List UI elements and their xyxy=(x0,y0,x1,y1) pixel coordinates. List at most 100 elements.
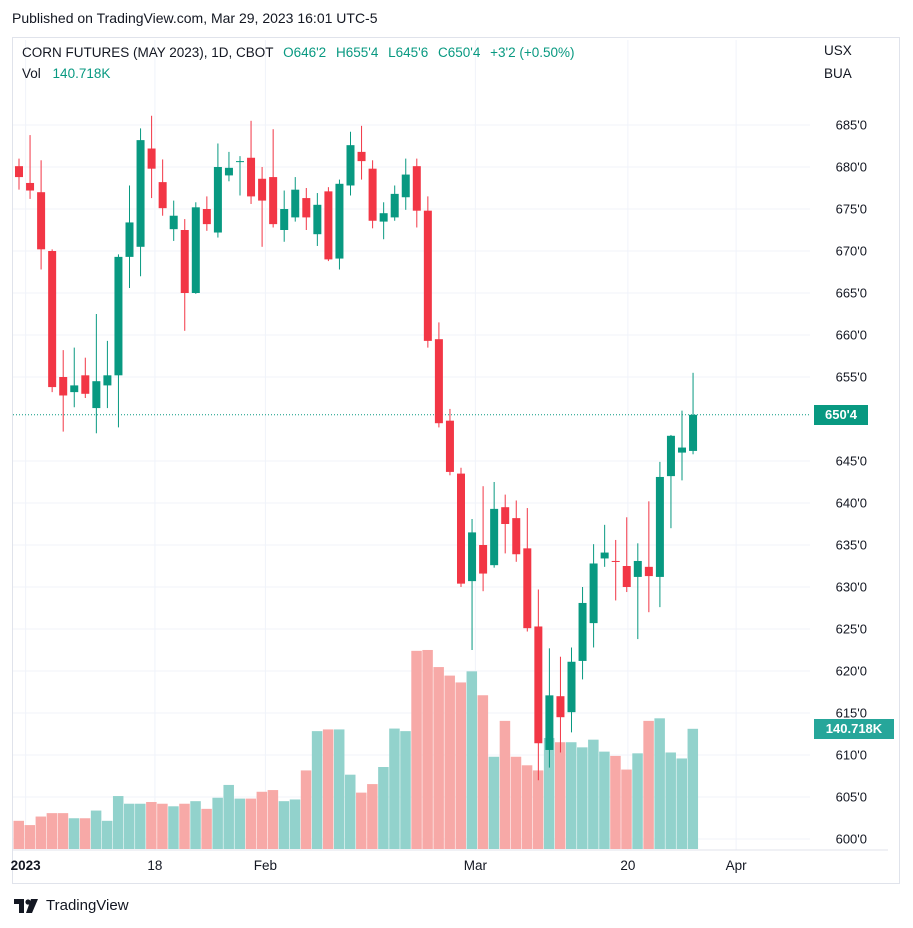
volume-bar xyxy=(124,803,135,849)
volume-legend: Vol 140.718K xyxy=(22,66,110,81)
candle xyxy=(468,518,477,650)
candle-body xyxy=(302,198,311,218)
volume-bar xyxy=(190,801,201,849)
candle xyxy=(269,129,278,228)
candle-body xyxy=(611,560,620,562)
candle xyxy=(622,517,631,593)
candle-body xyxy=(224,167,233,176)
candle-body xyxy=(412,166,421,211)
candle-body xyxy=(545,695,554,750)
candle xyxy=(401,158,410,210)
candle-body xyxy=(48,251,57,388)
volume-bar xyxy=(510,756,522,849)
candle xyxy=(346,131,355,196)
price-tick-label: 605'0 xyxy=(835,789,867,805)
candle xyxy=(103,340,112,409)
volume-bar xyxy=(146,802,157,849)
volume-bar xyxy=(532,770,544,849)
volume-bar xyxy=(256,791,268,849)
time-tick-label: Mar xyxy=(463,858,487,873)
footer-brand: TradingView xyxy=(46,897,129,914)
candle-body xyxy=(169,215,178,230)
volume-bar xyxy=(389,728,400,849)
candle-body xyxy=(213,167,222,233)
tradingview-footer[interactable]: TradingView xyxy=(14,897,129,914)
volume-bar xyxy=(135,803,146,849)
candle-body xyxy=(633,560,642,577)
price-tick-label: 600'0 xyxy=(835,831,867,847)
candle xyxy=(368,160,377,229)
volume-bar xyxy=(610,755,621,849)
candle-body xyxy=(523,548,532,629)
candle-body xyxy=(556,696,565,718)
candle xyxy=(379,202,388,240)
time-tick-label: 20 xyxy=(620,858,636,873)
volume-bar xyxy=(444,675,455,849)
candle xyxy=(523,508,532,632)
candle-body xyxy=(15,166,23,178)
candle xyxy=(213,143,222,238)
volume-bar xyxy=(687,728,699,849)
candle xyxy=(512,500,521,562)
price-tick-label: 640'0 xyxy=(835,495,867,511)
candle xyxy=(479,486,488,592)
candle-body xyxy=(655,476,664,577)
candle xyxy=(191,202,200,294)
candle xyxy=(678,410,686,481)
candle-body xyxy=(390,193,399,218)
candle-body xyxy=(202,209,211,225)
candle-body xyxy=(180,230,189,293)
candle xyxy=(26,135,35,199)
candle xyxy=(136,128,145,277)
candle-body xyxy=(324,191,333,260)
volume-bar xyxy=(411,650,422,849)
candle xyxy=(114,254,123,428)
volume-bar xyxy=(588,739,599,849)
candle xyxy=(15,158,23,190)
published-info: Published on TradingView.com, Mar 29, 20… xyxy=(12,10,378,26)
volume-bar xyxy=(35,816,47,849)
volume-bar xyxy=(455,682,466,849)
candle-body xyxy=(423,210,432,341)
price-tick-label: 625'0 xyxy=(835,621,867,637)
candle-body xyxy=(689,414,698,451)
volume-bar xyxy=(422,649,433,849)
volume-bar xyxy=(356,792,367,849)
candle-body xyxy=(490,508,499,566)
candle xyxy=(302,188,311,230)
price-tick-label: 660'0 xyxy=(835,327,867,343)
tradingview-logo-icon xyxy=(14,898,38,913)
candle-body xyxy=(368,168,377,221)
unit-label[interactable]: BUA xyxy=(824,66,852,81)
candle xyxy=(335,179,344,270)
candle-body xyxy=(247,157,256,197)
symbol-label[interactable]: CORN FUTURES (MAY 2023), 1D, CBOT xyxy=(22,45,274,60)
candle xyxy=(666,434,675,529)
candle-body xyxy=(512,518,521,555)
candle xyxy=(324,187,333,262)
candle-body xyxy=(103,375,112,386)
volume-bar xyxy=(112,796,124,849)
candle-body xyxy=(313,204,322,235)
volume-bar xyxy=(632,753,643,849)
volume-bar xyxy=(212,797,223,849)
candle xyxy=(611,539,620,601)
candle-body xyxy=(578,602,587,661)
candle xyxy=(644,501,653,613)
candle-body xyxy=(678,447,686,453)
candle-body xyxy=(26,182,35,191)
price-tick-label: 645'0 xyxy=(835,453,867,469)
candle-body xyxy=(666,435,675,477)
chart-legend: CORN FUTURES (MAY 2023), 1D, CBOT O646'2… xyxy=(22,45,575,60)
volume-bar xyxy=(643,720,654,849)
volume-bar xyxy=(90,810,102,849)
candle xyxy=(412,158,421,228)
candle xyxy=(589,544,598,648)
volume-label[interactable]: Vol xyxy=(22,66,41,81)
volume-bar xyxy=(466,671,478,849)
price-tick-label: 680'0 xyxy=(835,159,867,175)
currency-label[interactable]: USX xyxy=(824,43,852,58)
volume-bar xyxy=(378,767,389,849)
volume-bar xyxy=(566,742,577,849)
